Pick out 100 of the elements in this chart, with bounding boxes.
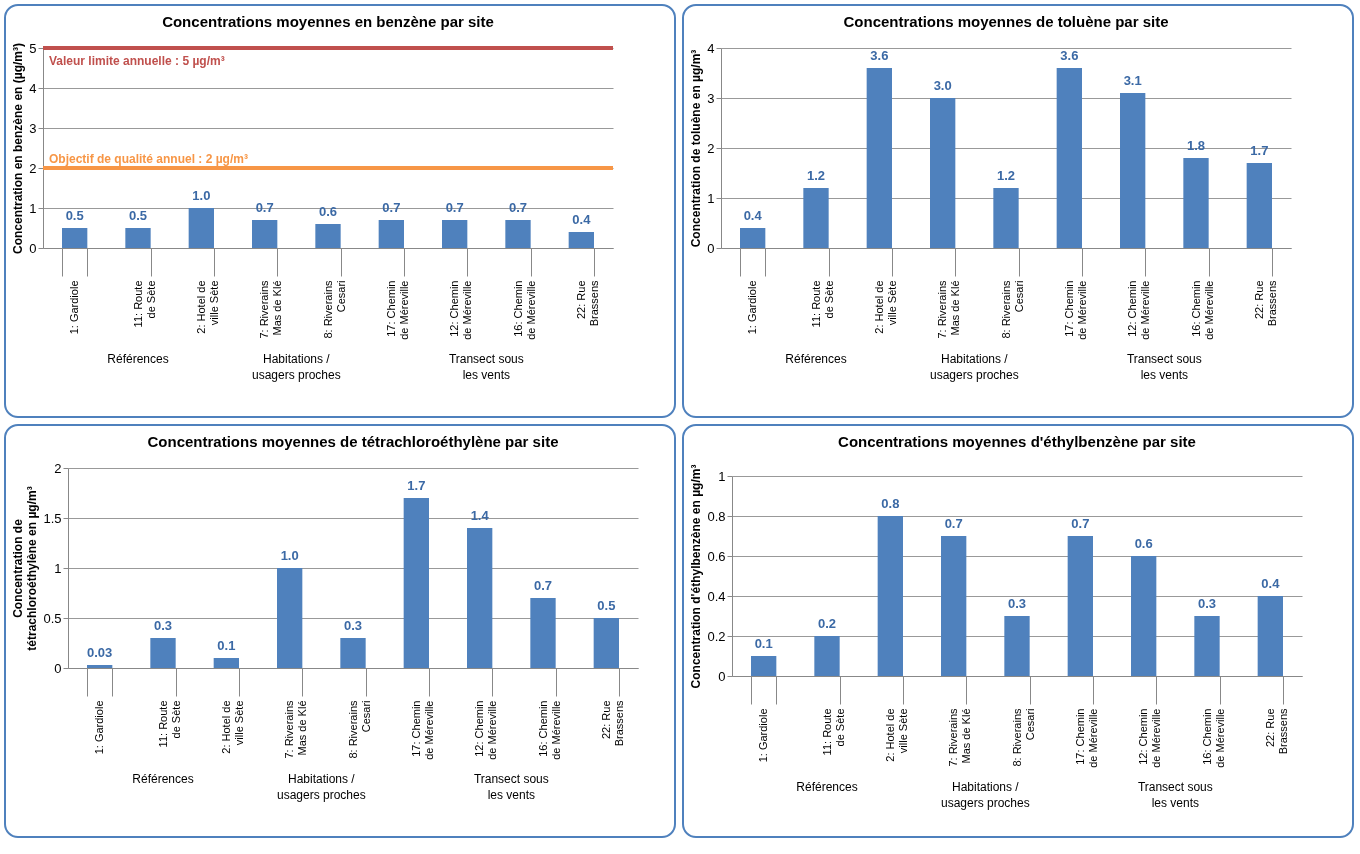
x-tick-label: 11: Route de Sète [820, 708, 846, 756]
bar [403, 498, 429, 668]
bar [442, 220, 468, 248]
text: Transect sous les vents [448, 352, 524, 382]
data-label: 0.5 [597, 598, 616, 613]
y-tick-label: 3 [29, 120, 37, 136]
y-axis-title: Concentration en benzène en (µg/m³) [11, 43, 26, 254]
y-tick-label: 1 [707, 190, 715, 206]
data-label: 1.8 [1186, 138, 1206, 153]
x-tick-label: 8: Riverains Cesari [346, 700, 372, 759]
data-label: 0.3 [343, 618, 363, 633]
ref-line-label: Objectif de qualité annuel : 2 µg/m³ [49, 152, 248, 166]
y-tick-label: 0 [707, 240, 715, 256]
bar [866, 68, 892, 248]
data-label: 1.2 [996, 168, 1016, 183]
bar [803, 188, 829, 248]
y-tick-label: 1.5 [43, 510, 62, 526]
bar [1257, 596, 1283, 676]
bar [751, 656, 777, 676]
x-tick-label: 22: Rue Brassens [574, 280, 600, 327]
data-label: 3.1 [1123, 73, 1142, 88]
ref-line-label: Valeur limite annuelle : 5 µg/m³ [49, 54, 225, 68]
bar [568, 232, 594, 248]
bar [277, 568, 303, 668]
y-tick-label: 4 [29, 80, 37, 96]
data-label: 0.6 [1134, 536, 1153, 551]
y-tick-label: 0.4 [707, 588, 726, 604]
bar [593, 618, 619, 668]
bar [340, 638, 366, 668]
y-tick-label: 1 [718, 468, 726, 484]
bar [1246, 163, 1272, 248]
data-label: 1.2 [806, 168, 826, 183]
x-tick-label: 22: Rue Brassens [599, 700, 625, 747]
bar [315, 224, 341, 248]
bar [378, 220, 404, 248]
data-label: 0.7 [944, 516, 963, 531]
data-label: 0.7 [255, 200, 274, 215]
data-label: 0.4 [743, 208, 763, 223]
bar [1194, 616, 1220, 676]
x-tick-label: 8: Riverains Cesari [999, 280, 1025, 339]
data-label: 3.6 [1060, 48, 1079, 63]
text: Références [785, 352, 847, 366]
bar [1120, 93, 1146, 248]
x-tick-label: 1: Gardiole [757, 708, 770, 763]
x-tick-label: 11: Route de Sète [156, 700, 182, 748]
data-label: 3.6 [870, 48, 889, 63]
bar [467, 528, 493, 668]
y-tick-label: 0 [54, 660, 62, 676]
y-tick-label: 4 [707, 40, 715, 56]
bar [814, 636, 840, 676]
data-label: 1.7 [407, 478, 426, 493]
chart-title: Concentrations moyennes de tétrachloroéthylène par site [147, 433, 559, 450]
bar [1131, 556, 1157, 676]
x-tick-label: 2: Hotel de ville Sète [883, 708, 909, 762]
data-label: 0.1 [754, 636, 773, 651]
x-tick-label: 1: Gardiole [93, 700, 106, 755]
bar [1004, 616, 1030, 676]
x-tick-label: 2: Hotel de ville Sète [219, 700, 245, 754]
y-axis-title: Concentration de tétrachloroéthylène en µg/m³ [11, 486, 40, 651]
text: Habitations / usagers proches [276, 772, 366, 802]
y-tick-label: 0.8 [707, 508, 726, 524]
x-tick-label: 17: Chemin de Méreville [409, 700, 435, 760]
data-label: 0.3 [1007, 596, 1027, 611]
bar [188, 208, 214, 248]
bar [87, 665, 113, 668]
chart-title: Concentrations moyennes de toluène par site [843, 13, 1169, 30]
data-label: 1.0 [192, 188, 211, 203]
text: Habitations / usagers proches [929, 352, 1019, 382]
x-tick-label: 22: Rue Brassens [1263, 708, 1289, 755]
data-label: 1.0 [280, 548, 299, 563]
data-label: 0.6 [318, 204, 338, 219]
chart-title: Concentrations moyennes d'éthylbenzène par site [838, 433, 1196, 451]
text: Transect sous les vents [1137, 780, 1213, 810]
x-tick-label: 2: Hotel de ville Sète [194, 280, 220, 334]
bar [1183, 158, 1209, 248]
data-label: 0.2 [817, 616, 837, 631]
bar [213, 658, 239, 668]
x-tick-label: 22: Rue Brassens [1252, 280, 1278, 327]
x-tick-label: 17: Chemin de Méreville [1073, 708, 1099, 768]
text: Transect sous les vents [473, 772, 549, 802]
text: Références [796, 780, 858, 794]
bar [1067, 536, 1093, 676]
x-tick-label: 8: Riverains Cesari [321, 280, 347, 339]
y-tick-label: 1 [29, 200, 37, 216]
y-tick-label: 2 [707, 140, 715, 156]
text: Références [132, 772, 194, 786]
data-label: 0.5 [65, 208, 84, 223]
data-label: 0.4 [1261, 576, 1281, 591]
data-label: 0.7 [533, 578, 553, 593]
bar [740, 228, 766, 248]
x-tick-label: 11: Route de Sète [131, 280, 157, 328]
y-tick-label: 0.2 [707, 628, 726, 644]
data-label: 0.03 [87, 645, 113, 660]
x-tick-label: 2: Hotel de ville Sète [872, 280, 898, 334]
bar [930, 98, 956, 248]
bar [125, 228, 151, 248]
data-label: 0.8 [881, 496, 900, 511]
data-label: 0.7 [508, 200, 528, 215]
text: Habitations / usagers proches [251, 352, 341, 382]
y-tick-label: 0 [718, 668, 726, 684]
